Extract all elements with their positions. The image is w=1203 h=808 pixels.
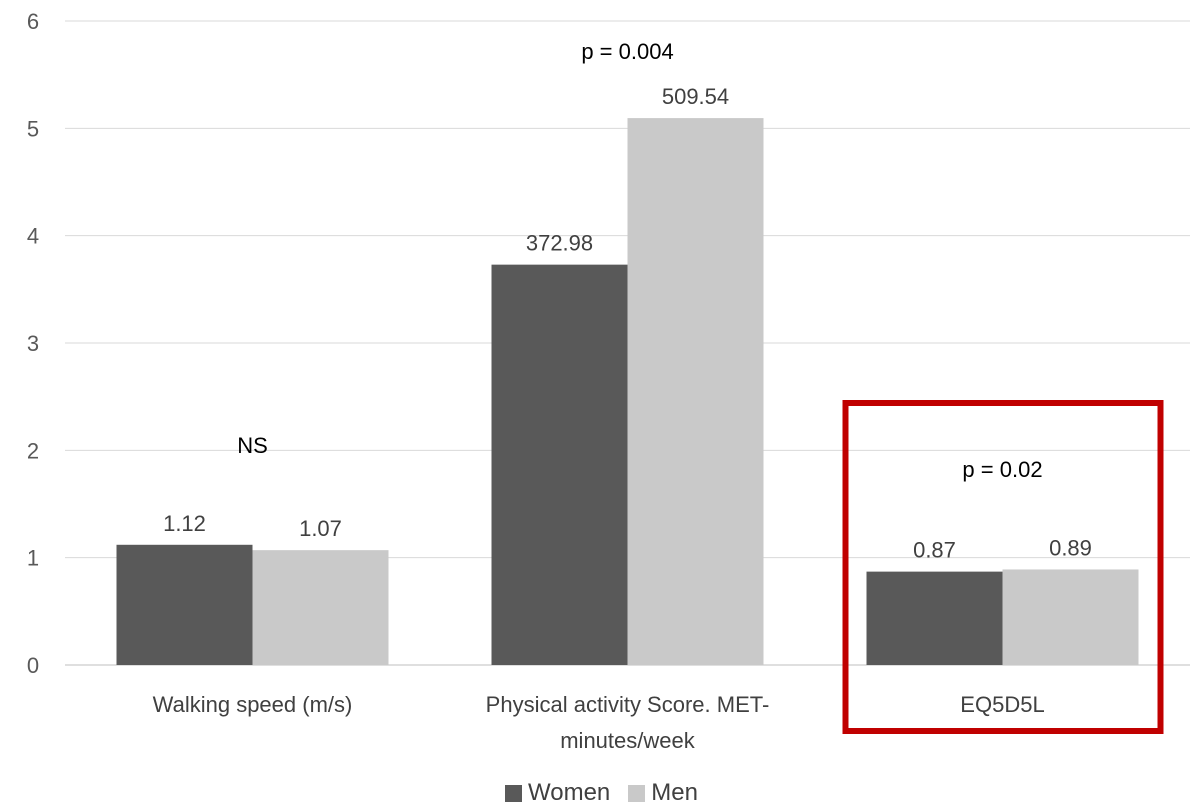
legend-item-men: Men [628,779,698,807]
highlight-box-group [842,400,1164,734]
bars [116,118,1139,665]
annotations: NS p = 0.004 p = 0.02 [237,39,1042,482]
data-labels: 1.12 372.98 0.87 1.07 509.54 0.89 [163,84,1092,563]
bar-women-2 [866,571,1003,665]
data-label-women-1: 372.98 [526,231,593,256]
y-tick-label-0: 0 [27,653,39,678]
y-axis-ticks: 0 1 2 3 4 5 6 [27,9,39,678]
bar-women-1 [491,264,628,665]
category-label-2-0: EQ5D5L [960,692,1044,717]
legend-label-men: Men [651,779,698,806]
legend: Women Men [0,778,1203,808]
data-label-men-2: 0.89 [1049,535,1092,560]
y-tick-label-4: 4 [27,224,39,249]
y-tick-label-6: 6 [27,9,39,34]
data-label-men-0: 1.07 [299,516,342,541]
y-tick-label-3: 3 [27,331,39,356]
bar-men-2 [1002,569,1139,665]
bar-women-0 [116,544,253,665]
bar-men-1 [627,118,764,665]
category-label-1-1: minutes/week [560,728,696,753]
data-label-men-1: 509.54 [662,84,729,109]
annotation-2: p = 0.02 [962,457,1042,482]
category-label-0-0: Walking speed (m/s) [153,692,353,717]
bar-men-0 [252,550,389,665]
annotation-0: NS [237,433,268,458]
annotation-1: p = 0.004 [581,39,673,64]
legend-label-women: Women [528,779,611,806]
legend-swatch-men [628,784,646,802]
category-label-1-0: Physical activity Score. MET- [486,692,770,717]
y-tick-label-1: 1 [27,546,39,571]
highlight-box [842,400,1164,734]
y-tick-label-5: 5 [27,116,39,141]
category-labels: Walking speed (m/s) Physical activity Sco… [153,692,1045,753]
y-tick-label-2: 2 [27,438,39,463]
legend-item-women: Women [505,779,610,807]
data-label-women-2: 0.87 [913,538,956,563]
legend-swatch-women [505,784,523,802]
data-label-women-0: 1.12 [163,511,206,536]
